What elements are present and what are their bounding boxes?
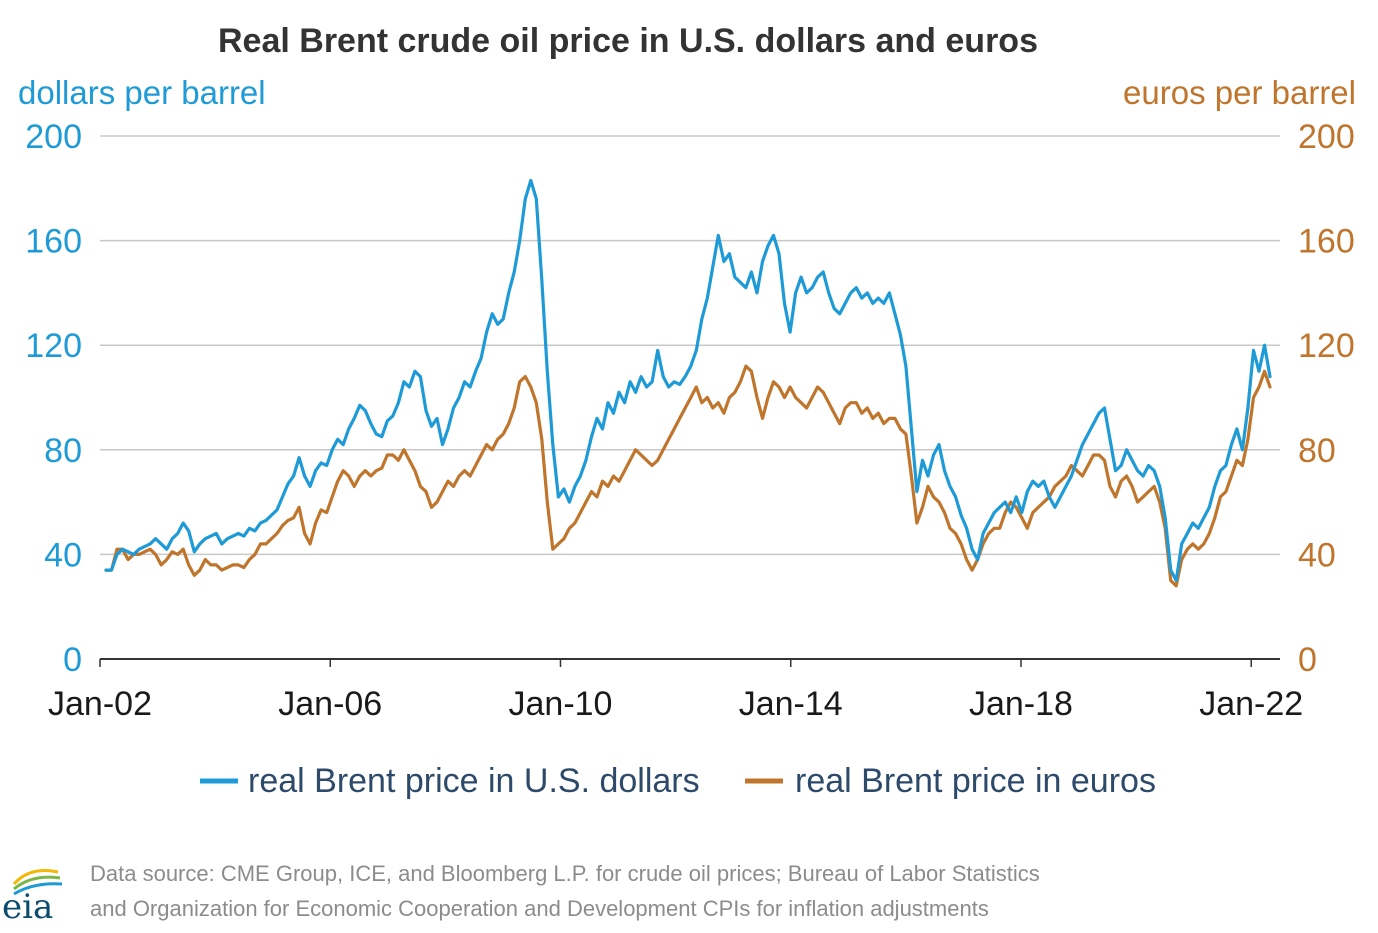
source-line-1: Data source: CME Group, ICE, and Bloombe… [90, 861, 1040, 886]
series-lines [104, 178, 1272, 588]
y-tick-left: 120 [25, 327, 82, 365]
x-tick-label: Jan-02 [48, 685, 152, 723]
y-tick-right: 40 [1298, 536, 1336, 574]
logo-arc-yellow [12, 869, 59, 886]
eia-logo: eia [2, 869, 63, 922]
y-tick-right: 80 [1298, 432, 1336, 470]
series-line-dollars [104, 178, 1272, 583]
x-axis-ticks: Jan-02 Jan-06 Jan-10 Jan-14 Jan-18 Jan-22 [48, 659, 1303, 723]
chart-title: Real Brent crude oil price in U.S. dolla… [218, 22, 1038, 60]
y-tick-right: 160 [1298, 223, 1355, 261]
x-tick-label: Jan-06 [278, 685, 382, 723]
y-tick-right: 0 [1298, 641, 1317, 679]
gridlines [100, 135, 1280, 660]
y-tick-right: 200 [1298, 118, 1355, 156]
logo-text: eia [2, 887, 53, 922]
y-tick-right: 120 [1298, 327, 1355, 365]
y-axis-right-ticks: 0 40 80 120 160 200 [1298, 118, 1355, 679]
y-tick-left: 160 [25, 223, 82, 261]
x-tick-label: Jan-22 [1199, 685, 1303, 723]
logo-arc-green [13, 875, 61, 891]
x-tick-label: Jan-14 [739, 685, 843, 723]
y-axis-right-title: euros per barrel [1123, 74, 1356, 111]
series-line-euros [104, 364, 1272, 588]
y-tick-left: 0 [63, 641, 82, 679]
x-tick-label: Jan-18 [969, 685, 1073, 723]
y-tick-left: 80 [44, 432, 82, 470]
legend: real Brent price in U.S. dollars real Br… [200, 762, 1156, 800]
y-tick-left: 200 [25, 118, 82, 156]
legend-label-euros: real Brent price in euros [795, 762, 1156, 800]
x-tick-label: Jan-10 [509, 685, 613, 723]
y-tick-left: 40 [44, 536, 82, 574]
source-line-2: and Organization for Economic Cooperatio… [90, 896, 989, 921]
legend-label-dollars: real Brent price in U.S. dollars [248, 762, 700, 800]
data-source-note: Data source: CME Group, ICE, and Bloombe… [90, 856, 1290, 926]
logo-arc-blue [13, 882, 63, 896]
y-axis-left-ticks: 0 40 80 120 160 200 [25, 118, 82, 679]
y-axis-left-title: dollars per barrel [18, 74, 266, 111]
